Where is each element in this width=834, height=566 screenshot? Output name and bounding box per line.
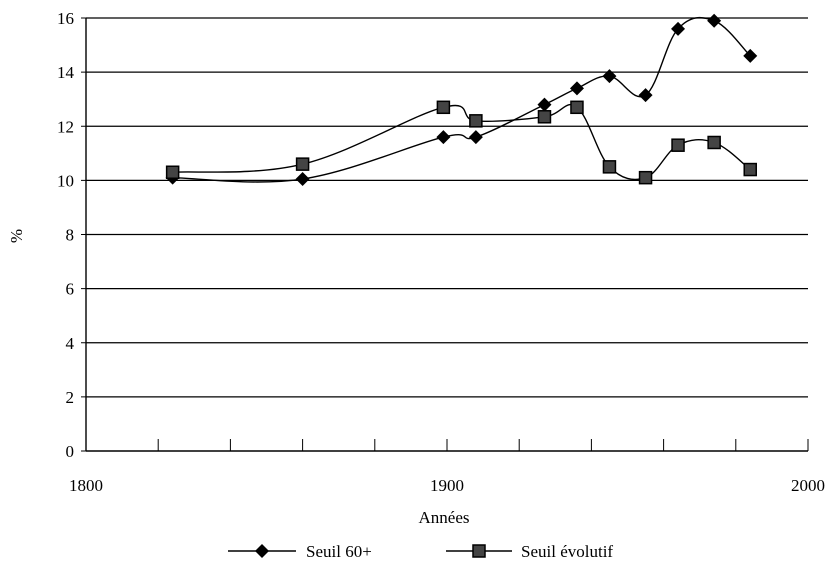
- square-marker-body: [743, 162, 757, 177]
- series-seuil-evolutif: [165, 100, 757, 185]
- legend-label: Seuil évolutif: [521, 542, 613, 561]
- square-marker-body: [165, 165, 180, 180]
- y-tick-label: 2: [66, 388, 75, 407]
- y-tick-label: 0: [66, 442, 75, 461]
- square-marker-body: [469, 114, 483, 128]
- legend-square-marker-body: [472, 544, 486, 558]
- x-tick-label: 1800: [69, 476, 103, 495]
- y-tick-label: 6: [66, 280, 75, 299]
- legend-item: Seuil 60+: [228, 542, 372, 561]
- square-marker: [436, 100, 451, 115]
- square-marker: [671, 138, 685, 152]
- square-marker: [602, 160, 617, 174]
- square-marker-body: [537, 110, 552, 124]
- legend-square-marker: [472, 544, 486, 558]
- legend-item: Seuil évolutif: [446, 542, 613, 561]
- square-marker-body: [436, 100, 451, 115]
- y-tick-label: 14: [57, 63, 75, 82]
- y-tick-label: 10: [57, 171, 74, 190]
- square-marker: [165, 165, 180, 180]
- legend-diamond-marker: [255, 544, 269, 558]
- tick-labels: 0 2 4 6 8 10 12 14 16 1800 1900 2000: [57, 9, 825, 495]
- legend-label: Seuil 60+: [306, 542, 372, 561]
- square-marker: [570, 100, 584, 115]
- diamond-marker: [671, 21, 686, 36]
- x-tick-label: 1900: [430, 476, 464, 495]
- square-marker: [638, 170, 653, 185]
- diamond-marker: [436, 130, 451, 145]
- square-marker: [743, 162, 757, 177]
- square-marker-body: [570, 100, 584, 115]
- diamond-marker: [638, 88, 653, 103]
- diamond-marker: [602, 69, 617, 84]
- x-axis-title: Années: [419, 508, 470, 527]
- square-marker: [707, 135, 721, 150]
- diamond-marker: [537, 97, 552, 112]
- diamond-marker: [295, 172, 310, 187]
- square-marker-body: [671, 138, 685, 152]
- diamond-marker: [468, 130, 483, 145]
- y-tick-label: 16: [57, 9, 74, 28]
- diamond-marker: [569, 81, 584, 96]
- square-marker-body: [638, 170, 653, 185]
- square-marker: [295, 157, 310, 171]
- y-tick-label: 4: [66, 334, 75, 353]
- square-marker-body: [295, 157, 310, 171]
- y-tick-label: 8: [66, 226, 75, 245]
- x-tick-label: 2000: [791, 476, 825, 495]
- series-line: [172, 103, 751, 181]
- square-marker-body: [707, 135, 721, 150]
- series-line: [172, 16, 751, 183]
- square-marker-body: [602, 160, 617, 174]
- y-tick-label: 12: [57, 117, 74, 136]
- series-seuil-60: [165, 13, 758, 187]
- diamond-marker: [707, 13, 722, 28]
- axes: [81, 17, 809, 452]
- data-series: [165, 13, 758, 187]
- y-axis-title: %: [7, 229, 26, 243]
- legend: Seuil 60+ Seuil évolutif: [228, 542, 613, 561]
- gridlines: [86, 17, 808, 398]
- diamond-marker: [743, 48, 758, 63]
- square-marker: [469, 114, 483, 128]
- square-marker: [537, 110, 552, 124]
